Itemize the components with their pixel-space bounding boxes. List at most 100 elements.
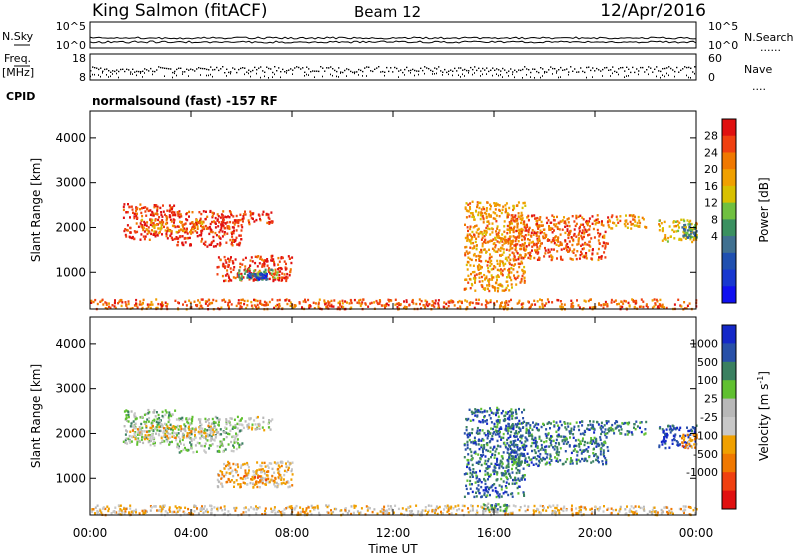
heatmap-cell xyxy=(388,512,391,515)
heatmap-cell xyxy=(531,229,534,232)
heatmap-cell xyxy=(485,299,487,302)
heatmap-cell xyxy=(251,426,254,429)
heatmap-cell xyxy=(344,507,347,511)
heatmap-cell xyxy=(200,224,202,228)
nave-point xyxy=(112,73,113,75)
heatmap-cell xyxy=(505,481,508,484)
heatmap-cell xyxy=(518,430,520,434)
heatmap-cell xyxy=(516,302,519,305)
heatmap-cell xyxy=(165,216,168,219)
heatmap-cell xyxy=(284,482,287,485)
heatmap-cell xyxy=(493,265,496,268)
heatmap-cell xyxy=(491,489,494,492)
heatmap-cell xyxy=(688,233,691,237)
freq-point xyxy=(488,70,490,73)
colorbar-tick-label: 24 xyxy=(704,146,718,159)
sky-noise-panel xyxy=(89,21,697,49)
heatmap-cell xyxy=(555,506,558,510)
heatmap-cell xyxy=(502,305,505,309)
heatmap-cell xyxy=(279,476,282,480)
heatmap-cell xyxy=(330,305,333,308)
heatmap-cell xyxy=(532,243,535,246)
heatmap-cell xyxy=(499,282,502,286)
heatmap-cell xyxy=(480,251,483,254)
heatmap-cell xyxy=(231,427,234,430)
heatmap-cell xyxy=(205,508,208,511)
heatmap-cell xyxy=(491,247,494,250)
heatmap-cell xyxy=(219,229,222,232)
heatmap-cell xyxy=(515,471,518,475)
heatmap-cell xyxy=(262,259,265,262)
heatmap-cell xyxy=(571,215,574,218)
freq-point xyxy=(240,67,242,70)
nave-point xyxy=(208,74,209,77)
heatmap-cell xyxy=(434,509,437,512)
heatmap-cell xyxy=(212,433,215,436)
heatmap-cell xyxy=(689,219,692,223)
heatmap-cell xyxy=(574,224,577,228)
heatmap-cell xyxy=(394,298,397,301)
heatmap-cell xyxy=(593,219,596,223)
search-tick-top: 10^5 xyxy=(708,20,738,33)
freq-point xyxy=(130,71,132,73)
heatmap-cell xyxy=(234,219,237,222)
heatmap-cell xyxy=(190,232,193,235)
heatmap-cell xyxy=(496,463,498,466)
heatmap-cell xyxy=(564,222,567,225)
nave-point xyxy=(436,72,437,75)
heatmap-cell xyxy=(471,475,474,478)
heatmap-cell xyxy=(159,227,162,231)
heatmap-cell xyxy=(123,203,126,206)
freq-point xyxy=(592,67,594,69)
heatmap-cell xyxy=(500,211,503,215)
heatmap-cell xyxy=(230,270,233,274)
heatmap-cell xyxy=(211,240,214,244)
heatmap-cell xyxy=(686,229,689,232)
heatmap-cell xyxy=(143,223,146,227)
heatmap-cell xyxy=(688,513,691,516)
heatmap-cell xyxy=(287,468,290,472)
heatmap-cell xyxy=(628,214,631,217)
heatmap-cell xyxy=(203,431,206,435)
heatmap-cell xyxy=(571,243,574,247)
heatmap-cell xyxy=(433,305,436,308)
heatmap-cell xyxy=(197,418,200,421)
freq-point xyxy=(164,67,166,69)
heatmap-cell xyxy=(125,437,128,440)
freq-point xyxy=(660,70,662,73)
heatmap-cell xyxy=(522,272,525,275)
heatmap-cell xyxy=(498,241,501,244)
heatmap-cell xyxy=(487,457,490,461)
nave-point xyxy=(626,75,627,77)
heatmap-cell xyxy=(274,278,277,281)
heatmap-cell xyxy=(280,476,283,479)
heatmap-cell xyxy=(226,227,229,230)
freq-point xyxy=(178,67,180,69)
heatmap-cell xyxy=(164,435,167,438)
heatmap-cell xyxy=(166,427,169,430)
heatmap-cell xyxy=(475,474,478,477)
heatmap-cell xyxy=(130,410,133,413)
heatmap-cell xyxy=(260,276,263,280)
heatmap-cell xyxy=(168,411,171,414)
heatmap-cell xyxy=(526,223,528,226)
heatmap-cell xyxy=(494,212,497,215)
heatmap-cell xyxy=(484,473,487,476)
heatmap-cell xyxy=(212,239,215,243)
heatmap-cell xyxy=(178,509,181,512)
heatmap-cell xyxy=(488,430,491,434)
heatmap-cell xyxy=(544,249,547,252)
nave-point xyxy=(292,73,293,75)
freq-point xyxy=(266,66,268,68)
heatmap-cell xyxy=(211,211,214,214)
heatmap-cell xyxy=(663,306,665,309)
heatmap-cell xyxy=(236,463,239,466)
heatmap-cell xyxy=(198,427,201,431)
freq-point xyxy=(436,68,438,70)
heatmap-cell xyxy=(233,229,235,232)
freq-point xyxy=(608,69,610,71)
heatmap-cell xyxy=(550,240,553,244)
heatmap-cell xyxy=(220,477,223,480)
freq-point xyxy=(308,68,310,70)
heatmap-cell xyxy=(496,250,499,253)
